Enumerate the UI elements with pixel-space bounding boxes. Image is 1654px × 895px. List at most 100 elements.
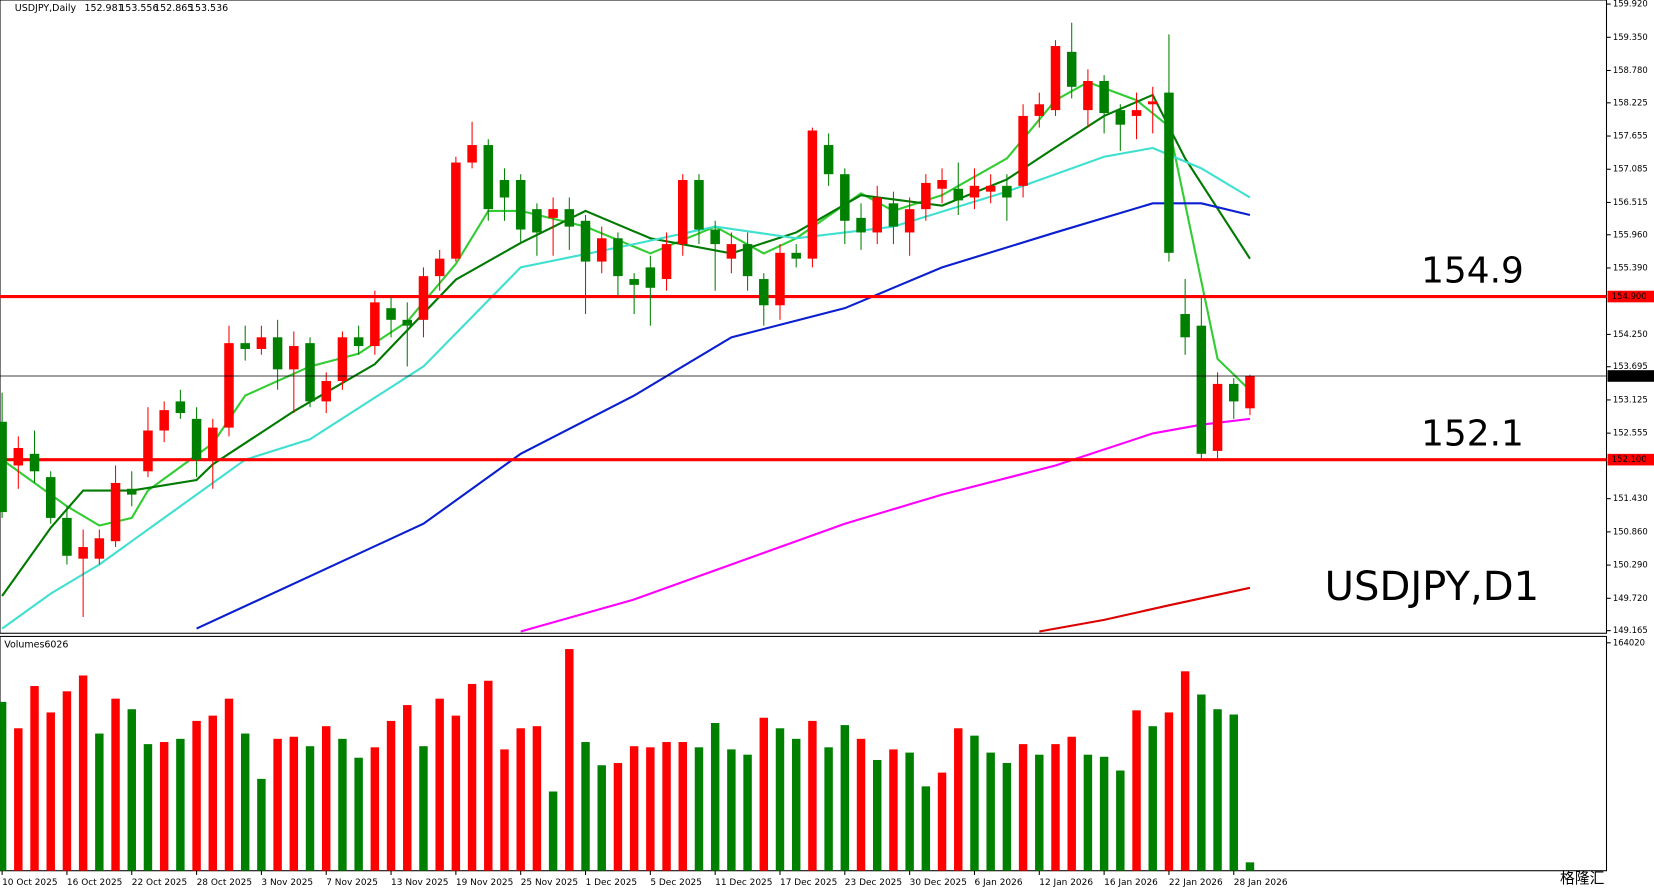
candle-body [532,209,542,233]
candle-body [694,180,704,230]
candle-body [353,337,364,347]
moving-average [520,417,1251,633]
y-tick-label: 159.920 [1613,0,1648,9]
y-tick-label: 157.085 [1613,164,1648,174]
level-label: 154.9 [1421,250,1524,291]
y-tick-label: 154.250 [1613,329,1648,339]
x-tick-label: 23 Dec 2025 [845,878,902,888]
volume-bar [403,705,412,871]
volume-bar [354,757,363,871]
y-tick-label: 155.390 [1613,262,1648,272]
volume-bar [565,649,574,871]
candle-body [62,517,72,556]
ohlc-close: 153.536 [189,3,228,14]
symbol-label: USDJPY,Daily [15,3,77,14]
volume-bar [1229,714,1238,871]
candle-body [1212,383,1223,451]
y-tick-label: 152.555 [1613,428,1648,438]
volume-bar [159,742,169,871]
candle-body [483,145,494,210]
moving-average [1,146,1251,630]
volume-bar [305,746,315,871]
candle-body [921,182,931,210]
volume-bar [451,715,461,871]
y-tick-label: 156.515 [1613,197,1648,207]
volume-bar [30,686,39,871]
moving-average [1039,586,1251,633]
candle-body [159,410,169,431]
x-tick-label: 10 Oct 2025 [2,878,57,888]
candle-body [1083,80,1093,111]
volume-bar [419,746,428,871]
candle-body [1245,375,1255,409]
x-tick-label: 28 Oct 2025 [197,878,252,888]
candle-body [1131,110,1142,116]
volume-last: 6026 [44,639,68,650]
volume-bar [273,738,282,871]
candle-body [840,174,850,221]
candle-body [1147,101,1158,105]
candle-body [596,238,607,262]
candle-body [467,145,477,163]
candle-body [1164,92,1174,253]
y-tick-label: 149.165 [1613,625,1648,635]
volume-panel [0,635,1608,872]
candle-body [1180,314,1190,338]
candle-body [710,229,720,245]
volume-bar [1051,744,1060,871]
y-tick-label: 150.860 [1613,526,1648,536]
candle-body [451,162,461,259]
volume-title: Volumes [4,639,44,650]
volume-bar [629,746,639,871]
volume-bar [954,728,963,871]
volume-bar [176,738,185,871]
volume-bar [46,712,55,871]
volume-bar [111,698,120,871]
candle-body [418,276,429,320]
volume-bar [662,742,671,871]
volume-bar [1245,862,1255,871]
volume-bar [1002,763,1012,871]
y-tick-label: 149.720 [1613,593,1648,603]
candle-body [175,401,186,414]
price-panel [0,0,1608,634]
volume-bar [192,720,201,871]
volume-bar [143,744,153,871]
candle-body [305,343,315,402]
volume-bar [370,747,380,871]
candle-body [953,188,964,201]
candle-body [499,180,510,198]
y-tick-label: 153.125 [1613,394,1648,404]
volume-bar [1067,736,1076,871]
volume-bar [532,726,542,871]
volume-bar [808,720,817,871]
candle-body [629,279,639,285]
volume-bar [1018,744,1028,871]
y-tick-label: 155.960 [1613,229,1648,239]
y-tick-label: 151.430 [1613,493,1648,503]
volume-bar [322,726,331,871]
x-tick-label: 16 Oct 2025 [67,878,122,888]
x-tick-label: 3 Nov 2025 [261,878,313,888]
candle-body [678,180,688,245]
volume-bar [597,765,606,871]
level-tag-label: 154.900 [1612,291,1647,301]
x-tick-label: 7 Nov 2025 [326,878,378,888]
volume-bar [646,747,655,871]
x-tick-label: 17 Dec 2025 [780,878,837,888]
volume-bar [743,754,752,871]
candle-body [386,308,396,320]
volume-bar [95,733,104,871]
level-tag [1607,453,1654,466]
volume-bar [240,733,250,871]
volume-bar [873,759,882,871]
candle-body [1002,185,1012,198]
volume-bar [1132,710,1141,871]
candle-body [337,337,348,382]
candle-body [110,482,121,542]
candle-body [969,185,980,198]
candle-body [823,145,834,175]
candle-body [742,244,753,277]
volume-bar [338,738,347,871]
